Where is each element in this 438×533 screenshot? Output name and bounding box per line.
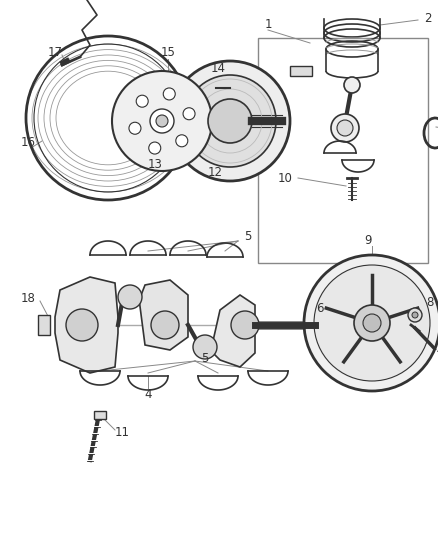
Text: 7: 7	[435, 342, 438, 354]
Circle shape	[156, 115, 168, 127]
Text: 9: 9	[364, 235, 372, 247]
Circle shape	[118, 285, 142, 309]
Circle shape	[337, 120, 353, 136]
Text: 1: 1	[264, 19, 272, 31]
Text: 17: 17	[47, 46, 63, 60]
Circle shape	[163, 88, 175, 100]
Text: 5: 5	[244, 230, 252, 244]
Circle shape	[183, 108, 195, 120]
Text: 11: 11	[114, 426, 130, 440]
Bar	[258, 38, 428, 263]
Circle shape	[331, 114, 359, 142]
Text: 18: 18	[21, 292, 35, 304]
Text: 2: 2	[424, 12, 432, 25]
Text: 6: 6	[316, 302, 324, 314]
Circle shape	[363, 314, 381, 332]
Circle shape	[149, 142, 161, 154]
Text: 12: 12	[208, 166, 223, 180]
Circle shape	[304, 255, 438, 391]
Text: 14: 14	[211, 61, 226, 75]
Circle shape	[408, 308, 422, 322]
Circle shape	[354, 305, 390, 341]
Text: 16: 16	[21, 136, 35, 149]
Text: 13: 13	[148, 158, 162, 172]
Bar	[290, 66, 312, 76]
Circle shape	[176, 135, 188, 147]
Bar	[38, 315, 50, 335]
Circle shape	[184, 75, 276, 167]
Circle shape	[151, 311, 179, 339]
Polygon shape	[213, 295, 255, 367]
Circle shape	[136, 95, 148, 107]
Circle shape	[66, 309, 98, 341]
Circle shape	[412, 312, 418, 318]
Text: 10: 10	[278, 172, 293, 184]
Circle shape	[231, 311, 259, 339]
Polygon shape	[55, 277, 118, 373]
Text: 4: 4	[144, 389, 152, 401]
Circle shape	[344, 77, 360, 93]
Polygon shape	[138, 280, 188, 350]
Circle shape	[170, 61, 290, 181]
Circle shape	[193, 335, 217, 359]
Text: 5: 5	[201, 351, 208, 365]
Circle shape	[129, 122, 141, 134]
Text: 15: 15	[161, 46, 176, 60]
Circle shape	[150, 109, 174, 133]
Text: 8: 8	[426, 296, 434, 310]
Circle shape	[208, 99, 252, 143]
Circle shape	[314, 265, 430, 381]
Bar	[94, 411, 106, 419]
Circle shape	[112, 71, 212, 171]
